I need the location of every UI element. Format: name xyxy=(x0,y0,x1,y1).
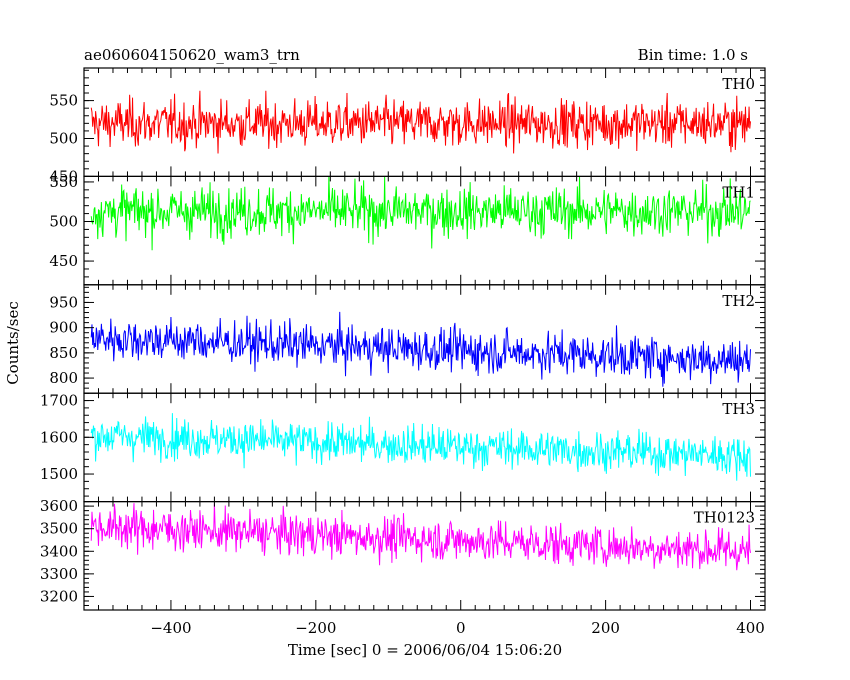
y-tick-label: 1700 xyxy=(40,392,78,410)
x-tick-label: 200 xyxy=(591,619,620,637)
y-tick-label: 1600 xyxy=(40,428,78,446)
y-tick-label: 500 xyxy=(49,213,78,231)
y-tick-label: 500 xyxy=(49,129,78,147)
y-tick-label: 3200 xyxy=(40,587,78,605)
panel-label-th0: TH0 xyxy=(722,75,755,93)
panel-label-th1: TH1 xyxy=(722,183,755,201)
y-tick-label: 3400 xyxy=(40,542,78,560)
y-tick-label: 450 xyxy=(49,252,78,270)
y-tick-label: 850 xyxy=(49,344,78,362)
x-axis-label: Time [sec] 0 = 2006/06/04 15:06:20 xyxy=(288,641,562,659)
series-line-th0 xyxy=(90,90,752,154)
y-tick-label: 950 xyxy=(49,293,78,311)
x-tick-label: 0 xyxy=(456,619,466,637)
panel-label-th0123: TH0123 xyxy=(694,509,755,527)
y-tick-label: 3500 xyxy=(40,520,78,538)
panel-label-th3: TH3 xyxy=(722,400,755,418)
y-axis-label: Counts/sec xyxy=(4,301,22,385)
y-tick-label: 550 xyxy=(49,92,78,110)
chart-title-right: Bin time: 1.0 s xyxy=(638,46,748,64)
y-tick-label: 550 xyxy=(49,173,78,191)
y-tick-label: 900 xyxy=(49,319,78,337)
chart-title-left: ae060604150620_wam3_trn xyxy=(84,46,300,64)
series-line-th0123 xyxy=(90,503,752,571)
series-line-th1 xyxy=(90,176,751,251)
panel-label-th2: TH2 xyxy=(722,292,755,310)
y-tick-label: 1500 xyxy=(40,465,78,483)
panel-frame-th0123 xyxy=(83,501,766,611)
y-tick-label: 800 xyxy=(49,369,78,387)
panels-group: 450 500 550 TH0 450 500 550 TH1 800 850 900 950 TH2 1… xyxy=(40,67,766,637)
y-tick-label: 450 xyxy=(49,167,78,185)
series-line-th3 xyxy=(90,413,752,481)
series-line-th2 xyxy=(90,311,752,387)
x-tick-label: −400 xyxy=(150,619,191,637)
x-tick-label: −200 xyxy=(295,619,336,637)
y-tick-label: 3600 xyxy=(40,497,78,515)
y-tick-label: 3300 xyxy=(40,565,78,583)
x-tick-label: 400 xyxy=(736,619,765,637)
